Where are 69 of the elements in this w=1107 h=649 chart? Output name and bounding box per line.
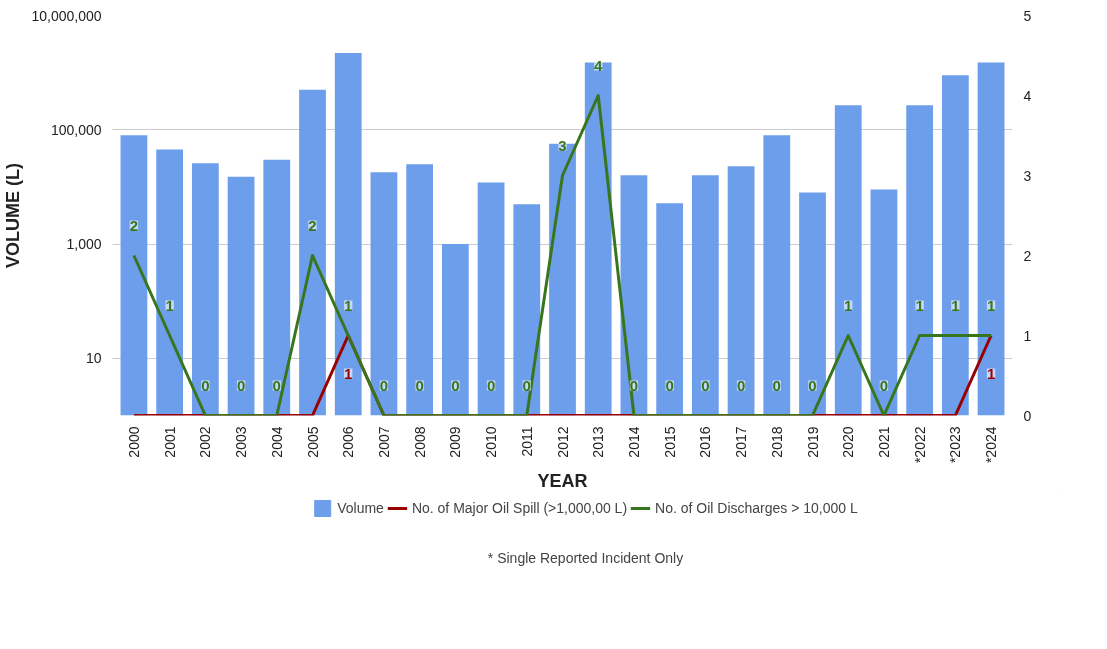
x-tick-label: 2006 bbox=[340, 426, 357, 458]
data-label: 0 bbox=[522, 376, 531, 394]
legend-label: Volume bbox=[337, 500, 384, 516]
legend-label: No. of Oil Discharges > 10,000 L bbox=[655, 500, 858, 516]
x-tick-label: 2019 bbox=[804, 426, 821, 458]
line-series bbox=[132, 94, 993, 416]
x-tick-label: 2018 bbox=[768, 426, 785, 458]
x-tick-label: 2004 bbox=[268, 426, 285, 458]
data-label: 0 bbox=[808, 376, 817, 394]
x-axis-title: YEAR bbox=[537, 471, 588, 492]
data-label: 1 bbox=[951, 296, 960, 314]
data-label: 0 bbox=[272, 376, 281, 394]
data-label: 1 bbox=[986, 296, 996, 314]
x-tick-label: 2008 bbox=[411, 426, 428, 458]
x-tick-label: 2005 bbox=[304, 426, 321, 458]
data-label: 2 bbox=[129, 216, 139, 234]
data-label: 1 bbox=[344, 296, 353, 314]
x-tick-label: 2014 bbox=[625, 426, 642, 458]
y2-tick-label: 3 bbox=[1023, 167, 1032, 184]
data-label: 2 bbox=[308, 216, 317, 234]
x-tick-label: 2009 bbox=[447, 426, 464, 458]
y-axis-title: VOLUME (L) bbox=[3, 162, 24, 268]
x-tick-label: *2022 bbox=[911, 426, 928, 464]
data-label: 0 bbox=[665, 376, 674, 394]
data-label: 0 bbox=[486, 376, 496, 394]
x-tick-label: 2000 bbox=[125, 426, 142, 458]
y2-tick-label: 5 bbox=[1023, 7, 1032, 24]
x-tick-label: 2001 bbox=[161, 426, 178, 458]
data-label: 0 bbox=[415, 376, 424, 394]
x-tick-label: 2021 bbox=[875, 426, 892, 458]
y-tick-label: 10 bbox=[85, 350, 102, 367]
data-label: 1 bbox=[986, 364, 996, 382]
data-label: 1 bbox=[915, 296, 924, 314]
x-tick-label: 2011 bbox=[518, 426, 535, 457]
x-tick-label: 2015 bbox=[661, 426, 678, 458]
data-label: 1 bbox=[844, 296, 853, 314]
data-label: 4 bbox=[594, 56, 604, 74]
data-label: 0 bbox=[629, 376, 639, 394]
data-label: 0 bbox=[701, 376, 710, 394]
text: * Single Reported Incident Only bbox=[487, 549, 684, 566]
x-tick-label: 2007 bbox=[375, 426, 392, 458]
data-label: 1 bbox=[344, 364, 353, 382]
y-tick-label: 100,000 bbox=[50, 121, 102, 138]
data-label: 0 bbox=[879, 376, 889, 394]
y-tick-label: 10,000,000 bbox=[31, 7, 102, 24]
x-tick-label: 2010 bbox=[483, 426, 500, 458]
x-tick-label: *2024 bbox=[983, 426, 1000, 464]
y-tick-label: 1,000 bbox=[66, 236, 102, 253]
data-label: 0 bbox=[201, 376, 210, 394]
data-label: 0 bbox=[736, 376, 746, 394]
data-label: 0 bbox=[236, 376, 246, 394]
y2-tick-label: 4 bbox=[1023, 87, 1032, 104]
data-label: 3 bbox=[558, 136, 567, 154]
data-label: 1 bbox=[165, 296, 174, 314]
data-label: 0 bbox=[379, 376, 389, 394]
data-label: 0 bbox=[451, 376, 460, 394]
legend-label: No. of Major Oil Spill (>1,000,00 L) bbox=[411, 500, 628, 516]
x-tick-label: 2020 bbox=[840, 426, 857, 458]
x-tick-label: 2016 bbox=[697, 426, 714, 458]
x-tick-label: 2013 bbox=[590, 426, 607, 458]
y2-tick-label: 0 bbox=[1023, 407, 1032, 424]
y2-tick-label: 1 bbox=[1023, 327, 1032, 344]
x-tick-label: 2002 bbox=[197, 426, 214, 458]
x-tick-label: 2017 bbox=[733, 426, 750, 458]
y2-tick-label: 2 bbox=[1023, 247, 1032, 264]
data-label: 0 bbox=[772, 376, 781, 394]
x-tick-label: 2003 bbox=[233, 426, 250, 458]
x-tick-label: 2012 bbox=[554, 426, 571, 458]
x-tick-label: *2023 bbox=[947, 426, 964, 464]
